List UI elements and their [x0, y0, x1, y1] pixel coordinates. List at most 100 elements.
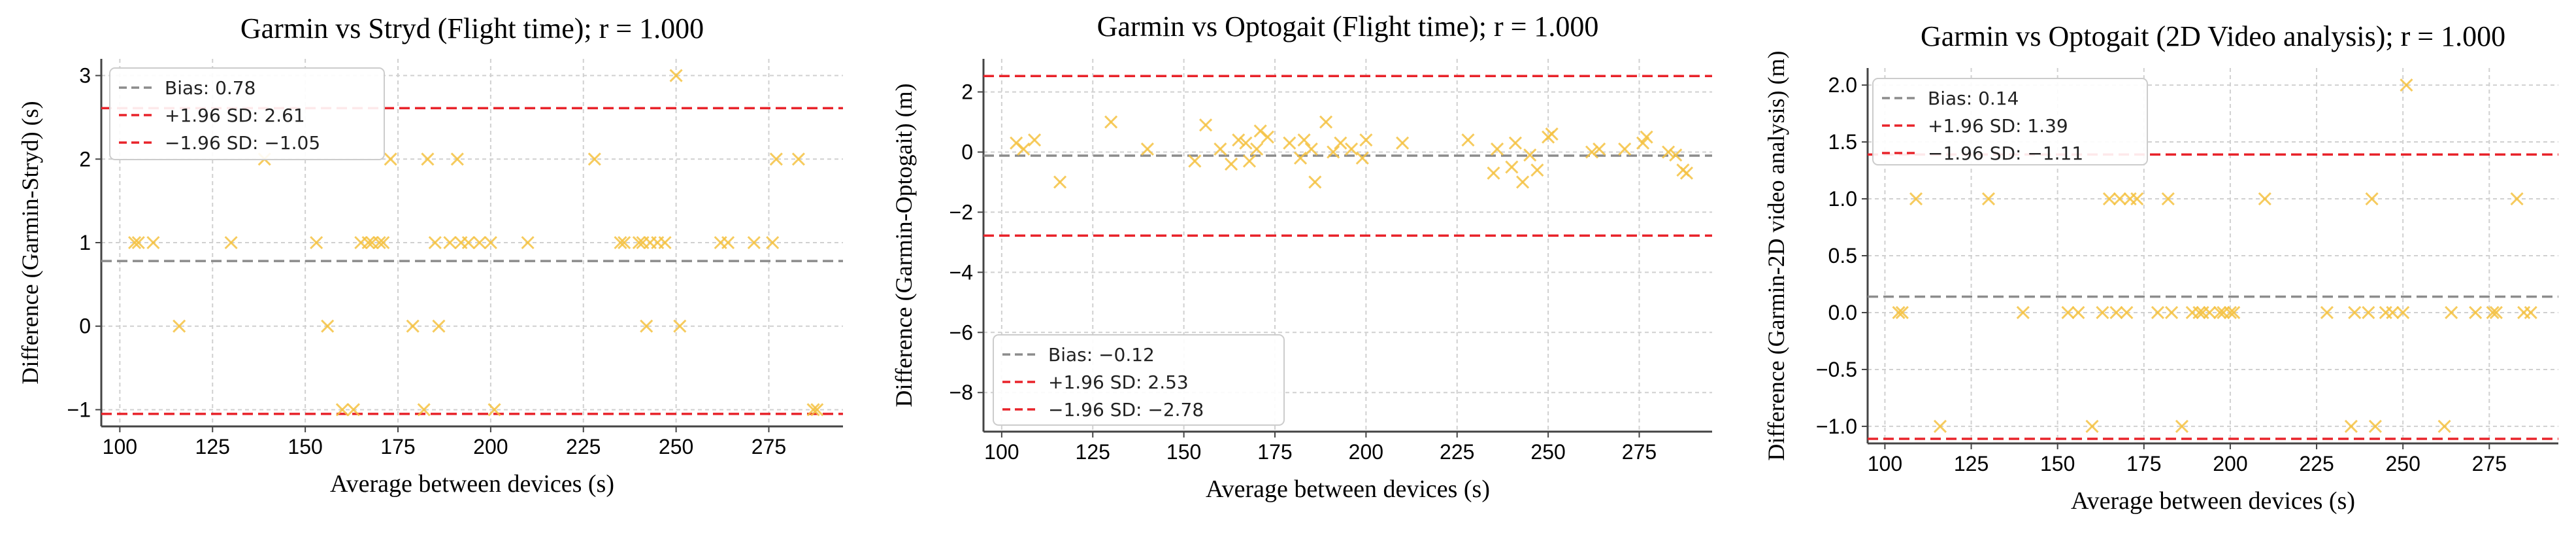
data-point — [791, 152, 805, 166]
data-point — [346, 403, 360, 417]
data-point — [1214, 142, 1227, 156]
data-point — [2192, 305, 2206, 320]
x-tick-label: 100 — [984, 440, 1019, 464]
data-point-stroke — [1355, 151, 1369, 165]
data-point — [669, 69, 683, 82]
data-point-stroke — [2072, 305, 2085, 320]
data-point-stroke — [2130, 192, 2144, 206]
data-point-stroke — [321, 319, 335, 333]
x-axis-label: Average between devices (s) — [1206, 475, 1490, 503]
x-tick-label: 175 — [380, 435, 415, 458]
legend-label: Bias: −0.12 — [1048, 344, 1155, 366]
data-point-stroke — [1669, 148, 1683, 162]
data-point — [1679, 166, 1694, 180]
x-tick-label: 100 — [103, 435, 137, 458]
data-point-stroke — [1508, 136, 1523, 150]
data-point-stroke — [384, 152, 397, 166]
data-point-stroke — [2085, 419, 2099, 433]
y-tick-label: 0 — [961, 141, 973, 164]
legend-box — [109, 67, 385, 160]
data-point-stroke — [1239, 136, 1253, 150]
data-point — [2213, 305, 2227, 320]
x-tick-label: 125 — [1076, 440, 1110, 464]
data-point-stroke — [1640, 130, 1653, 144]
data-point-stroke — [1053, 175, 1067, 189]
data-point-stroke — [1636, 136, 1650, 150]
data-point-stroke — [484, 235, 497, 250]
y-tick-label: 1.0 — [1828, 187, 1857, 211]
data-point-stroke — [1585, 145, 1599, 159]
data-point — [1895, 305, 1909, 320]
data-point — [1140, 142, 1154, 156]
data-point — [1593, 142, 1606, 156]
data-point — [428, 235, 442, 250]
data-point — [721, 235, 735, 250]
x-axis-label: Average between devices (s) — [330, 470, 614, 498]
legend-label: Bias: 0.78 — [165, 77, 256, 99]
x-tick-label: 125 — [195, 435, 230, 458]
chart-panel-1: 100 125 150 175 200 225 250 275 −1 0 1 2 3 Bias: 0.78… — [17, 12, 843, 498]
data-point-stroke — [2469, 305, 2483, 320]
data-point — [2344, 419, 2358, 433]
data-point-stroke — [2192, 305, 2206, 320]
data-point — [640, 319, 653, 333]
data-point-stroke — [2061, 305, 2075, 320]
data-point-stroke — [721, 235, 735, 250]
data-point — [1188, 154, 1202, 168]
data-point — [432, 319, 446, 333]
data-point-stroke — [1304, 142, 1318, 156]
y-tick-label: 0 — [79, 315, 91, 338]
data-point-stroke — [487, 403, 501, 417]
data-point — [1359, 133, 1373, 147]
y-tick-label: 0.5 — [1828, 244, 1857, 267]
data-point — [2348, 305, 2362, 320]
y-tick-label: −2 — [949, 200, 973, 224]
data-point-stroke — [2102, 192, 2117, 206]
data-point-stroke — [2161, 192, 2175, 206]
data-point — [1585, 145, 1599, 159]
data-point — [2524, 305, 2537, 320]
y-tick-label: −1.0 — [1816, 415, 1857, 438]
data-point-stroke — [769, 152, 783, 166]
data-point-stroke — [1396, 136, 1410, 150]
data-point-stroke — [2151, 305, 2165, 320]
data-point — [747, 235, 761, 250]
data-point — [484, 235, 497, 250]
data-point-stroke — [1242, 154, 1257, 168]
data-point-stroke — [2386, 305, 2400, 320]
data-point-stroke — [1017, 142, 1031, 156]
data-point — [2486, 305, 2500, 320]
data-point-stroke — [1491, 142, 1504, 156]
data-point — [1199, 118, 1213, 132]
data-point-stroke — [1140, 142, 1154, 156]
data-point-stroke — [1345, 142, 1359, 156]
data-point — [587, 152, 601, 166]
data-point-stroke — [1188, 154, 1202, 168]
data-point-stroke — [1293, 151, 1308, 165]
data-point-stroke — [461, 235, 475, 250]
legend-label: −1.96 SD: −1.05 — [165, 132, 320, 154]
data-point-stroke — [1232, 133, 1246, 147]
data-point — [1297, 133, 1311, 147]
chart-panel-2: 100 125 150 175 200 225 250 275 −8 −6 −4 −2 0 2 Bias: … — [891, 10, 1712, 503]
x-axis-label: Average between devices (s) — [2071, 487, 2355, 515]
x-tick-label: 200 — [1349, 440, 1383, 464]
data-point-stroke — [310, 235, 323, 250]
data-point — [310, 235, 323, 250]
data-point — [406, 319, 420, 333]
data-point-stroke — [1909, 192, 1923, 206]
data-point — [2061, 305, 2075, 320]
data-point-stroke — [2348, 305, 2362, 320]
data-point-stroke — [658, 235, 672, 250]
x-tick-label: 175 — [1257, 440, 1292, 464]
data-point-stroke — [1679, 166, 1694, 180]
x-tick-label: 225 — [566, 435, 601, 458]
data-point-stroke — [2113, 192, 2126, 206]
data-point — [1669, 148, 1683, 162]
data-point-stroke — [2489, 305, 2503, 320]
data-point — [1319, 115, 1333, 129]
data-point-stroke — [472, 235, 486, 250]
data-point-stroke — [1461, 133, 1475, 147]
data-point — [2161, 192, 2175, 206]
